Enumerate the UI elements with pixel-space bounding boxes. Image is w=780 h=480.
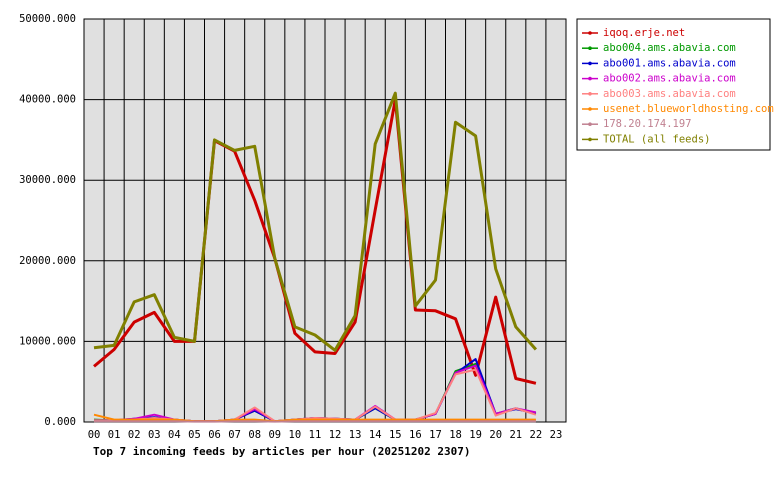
series-line bbox=[93, 98, 537, 385]
legend-box bbox=[576, 18, 771, 151]
y-tick-label: 40000.000 bbox=[19, 94, 76, 106]
legend-marker bbox=[588, 92, 592, 96]
x-tick-label: 19 bbox=[469, 429, 482, 441]
y-tick-label: 10000.000 bbox=[19, 335, 76, 347]
x-tick-label: 02 bbox=[128, 429, 141, 441]
x-tick-label: 05 bbox=[188, 429, 201, 441]
x-tick-label: 22 bbox=[530, 429, 543, 441]
series-line bbox=[93, 413, 536, 423]
x-tick-label: 10 bbox=[289, 429, 302, 441]
x-tick-label: 14 bbox=[369, 429, 382, 441]
chart-title: Top 7 incoming feeds by articles per hou… bbox=[93, 445, 471, 458]
x-tick-label: 23 bbox=[550, 429, 563, 441]
legend-marker bbox=[588, 46, 592, 50]
x-tick-label: 21 bbox=[509, 429, 522, 441]
legend-label: abo003.ams.abavia.com bbox=[603, 88, 736, 100]
legend-marker bbox=[588, 61, 592, 66]
x-tick-label: 11 bbox=[309, 429, 322, 441]
y-tick-label: 0.000 bbox=[44, 416, 76, 428]
x-tick-label: 12 bbox=[329, 429, 342, 441]
x-tick-label: 07 bbox=[228, 429, 241, 441]
x-tick-label: 08 bbox=[248, 429, 261, 441]
y-tick-label: 20000.000 bbox=[19, 255, 76, 267]
legend-label: abo001.ams.abavia.com bbox=[603, 57, 736, 69]
legend-label: usenet.blueworldhosting.com bbox=[603, 103, 774, 115]
legend-marker bbox=[588, 122, 592, 126]
legend-label: TOTAL (all feeds) bbox=[603, 133, 710, 145]
legend-marker bbox=[588, 107, 592, 111]
legend-marker bbox=[588, 31, 592, 35]
x-tick-label: 01 bbox=[108, 429, 121, 441]
x-tick-label: 15 bbox=[389, 429, 402, 441]
series-line bbox=[93, 91, 538, 352]
x-tick-label: 18 bbox=[449, 429, 462, 441]
x-tick-label: 09 bbox=[268, 429, 281, 441]
legend-label: abo004.ams.abavia.com bbox=[603, 42, 736, 54]
x-tick-label: 00 bbox=[88, 429, 101, 441]
x-tick-label: 03 bbox=[148, 429, 161, 441]
x-tick-label: 17 bbox=[429, 429, 442, 441]
y-tick-label: 30000.000 bbox=[19, 174, 76, 186]
x-tick-label: 04 bbox=[168, 429, 181, 441]
y-tick-label: 50000.000 bbox=[19, 13, 76, 25]
x-tick-label: 16 bbox=[409, 429, 422, 441]
legend-label: abo002.ams.abavia.com bbox=[603, 73, 736, 85]
legend-label: iqoq.erje.net bbox=[603, 27, 685, 39]
x-tick-label: 13 bbox=[349, 429, 362, 441]
legend-marker bbox=[588, 76, 592, 81]
x-tick-label: 20 bbox=[489, 429, 502, 441]
x-tick-label: 06 bbox=[208, 429, 221, 441]
legend-marker bbox=[588, 137, 592, 142]
legend-label: 178.20.174.197 bbox=[603, 118, 692, 130]
